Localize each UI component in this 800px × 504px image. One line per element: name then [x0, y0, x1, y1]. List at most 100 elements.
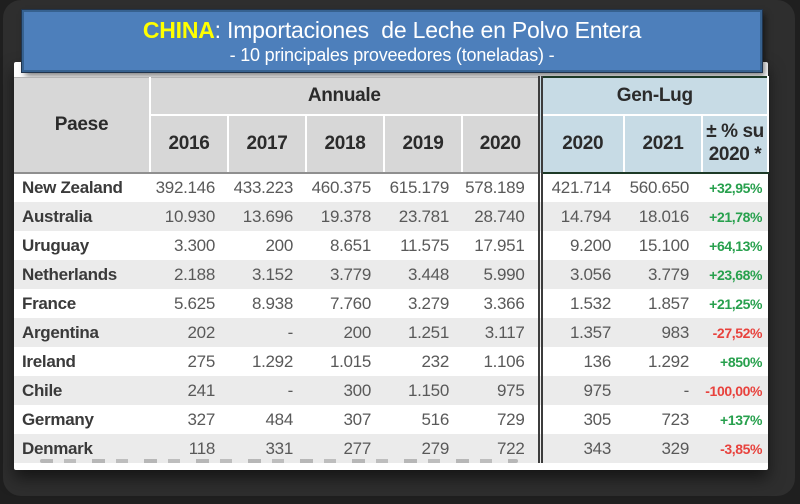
annual-value-cell: 578.189 [465, 178, 525, 197]
annual-value-cell: 1.292 [251, 351, 293, 371]
country-column-header: Paese [14, 76, 151, 174]
title-banner: CHINA: Importaciones de Leche en Polvo E… [22, 10, 762, 72]
genlug-header-2020: 2020 [537, 114, 625, 174]
annual-value-cell: 1.015 [329, 351, 371, 371]
table-row: Denmark 118 331 277 279 722 343 329 -3,85% [14, 434, 769, 463]
genlug-2020-cell: 136 [537, 347, 624, 376]
pct-change-cell: +32,95% [709, 180, 763, 196]
genlug-2020-cell: 305 [537, 405, 624, 434]
annual-value-cell: 23.781 [398, 206, 450, 226]
genlug-2020-cell: 343 [537, 434, 624, 463]
genlug-2020-cell: 1.532 [537, 289, 624, 318]
genlug-2020-cell: 3.056 [537, 260, 624, 289]
genlug-header-2021: 2021 [624, 114, 703, 174]
pct-change-cell: -100,00% [705, 382, 763, 399]
annual-value-cell: 7.760 [329, 293, 371, 313]
table-row: Chile 241-300 1.150 975 975- -100,00% [14, 376, 769, 405]
genlug-2021-cell: 723 [661, 409, 690, 429]
genlug-2020-cell: 9.200 [537, 231, 624, 260]
annual-value-cell: - [287, 380, 294, 400]
pct-change-cell: -27,52% [712, 324, 763, 341]
country-cell: Denmark [22, 438, 93, 458]
pct-change-cell: +21,25% [709, 295, 763, 312]
pct-change-cell: +21,78% [709, 208, 763, 225]
annual-value-cell: 8.651 [329, 235, 371, 255]
genlug-2021-cell: - [683, 380, 690, 400]
annual-value-cell: 13.696 [242, 206, 294, 226]
table-row: Germany 327 484 307 516 729 305 723 +137% [14, 405, 769, 434]
genlug-2021-cell: 3.779 [647, 264, 689, 284]
table-row: Australia 10.930 13.696 19.378 23.781 28.740 1… [14, 202, 769, 231]
genlug-2020-cell: 1.357 [537, 318, 624, 347]
annual-value-cell: 460.375 [311, 178, 372, 197]
pct-change-cell: +850% [720, 353, 763, 370]
genlug-2021-cell: 560.650 [629, 178, 690, 197]
annual-value-cell: 11.575 [400, 235, 449, 255]
annual-value-cell: 722 [497, 438, 525, 458]
annual-value-cell: 3.279 [407, 293, 449, 313]
annual-value-cell: 3.779 [329, 264, 371, 284]
annual-value-cell: 3.117 [484, 322, 525, 342]
pct-change-cell: -3,85% [720, 440, 763, 457]
annual-value-cell: 433.223 [233, 178, 294, 197]
annual-value-cell: 392.146 [155, 178, 216, 197]
annual-value-cell: 3.448 [407, 264, 449, 284]
pct-change-cell: +23,68% [709, 266, 763, 283]
table-row: Argentina 202 - 200 1.251 3.117 1.357 983 -27,52… [14, 318, 769, 347]
annual-value-cell: 19.378 [320, 206, 372, 226]
pct-change-cell: +137% [720, 411, 763, 428]
table-row: Ireland 275 1.292 1.015 232 1.106 136 1.292 +850… [14, 347, 769, 376]
country-cell: Germany [22, 409, 94, 429]
country-cell: New Zealand [22, 178, 123, 197]
annual-value-cell: 729 [497, 409, 525, 429]
annual-value-cell: 5.990 [483, 264, 525, 284]
annual-group-header: Annuale [150, 76, 541, 116]
clipped-footnote-remnant [40, 459, 518, 463]
annual-value-cell: 241 [187, 380, 216, 400]
title-rest: : Importaciones de Leche en Polvo Entera [214, 16, 642, 43]
annual-value-cell: 28.740 [474, 206, 525, 226]
annual-value-cell: 327 [187, 409, 216, 429]
annual-value-cell: 1.150 [407, 380, 449, 400]
annual-value-cell: 300 [343, 380, 372, 400]
genlug-2021-cell: 18.016 [638, 206, 690, 226]
annual-value-cell: 3.366 [483, 293, 525, 313]
annual-value-cell: 275 [187, 351, 216, 371]
genlug-2020-cell: 421.714 [537, 173, 624, 202]
country-cell: Argentina [22, 322, 99, 342]
annual-value-cell: 2.188 [173, 264, 215, 284]
annual-value-cell: 200 [265, 235, 294, 255]
genlug-2021-cell: 15.100 [638, 235, 690, 255]
annual-value-cell: 975 [497, 380, 525, 400]
annual-value-cell: 3.300 [173, 235, 215, 255]
pct-change-header: ± % su 2020 * [702, 114, 770, 174]
table-body: New Zealand 392.146 433.223 460.375 615.179 5… [14, 173, 769, 463]
annual-value-cell: - [287, 322, 294, 342]
annual-value-cell: 279 [421, 438, 450, 458]
annual-value-cell: 3.152 [251, 264, 293, 284]
page-title: CHINA: Importaciones de Leche en Polvo E… [143, 16, 642, 44]
table-row: New Zealand 392.146 433.223 460.375 615.179 5… [14, 173, 769, 202]
country-cell: Australia [22, 206, 93, 226]
annual-value-cell: 232 [421, 351, 450, 371]
genlug-2021-cell: 329 [661, 438, 690, 458]
genlug-2021-cell: 983 [661, 322, 690, 342]
genlug-2021-cell: 1.292 [647, 351, 689, 371]
page-subtitle: - 10 principales proveedores (toneladas)… [229, 44, 555, 65]
annual-value-cell: 307 [343, 409, 372, 429]
imports-table: Paese Annuale Gen-Lug 2016 2017 2018 201… [14, 76, 770, 463]
pct-change-cell: +64,13% [709, 237, 763, 254]
year-header-2016: 2016 [150, 114, 229, 174]
annual-value-cell: 5.625 [173, 293, 215, 313]
annual-value-cell: 118 [188, 438, 216, 458]
country-cell: Uruguay [22, 235, 89, 255]
table-row: Uruguay 3.300 200 8.651 11.575 17.951 9.200 15.… [14, 231, 769, 260]
annual-value-cell: 1.106 [483, 351, 525, 371]
genlug-group-header: Gen-Lug [537, 76, 770, 116]
annual-value-cell: 200 [343, 322, 372, 342]
annual-value-cell: 17.951 [474, 235, 525, 255]
year-header-2019: 2019 [384, 114, 463, 174]
annual-value-cell: 202 [187, 322, 216, 342]
annual-value-cell: 277 [343, 438, 372, 458]
